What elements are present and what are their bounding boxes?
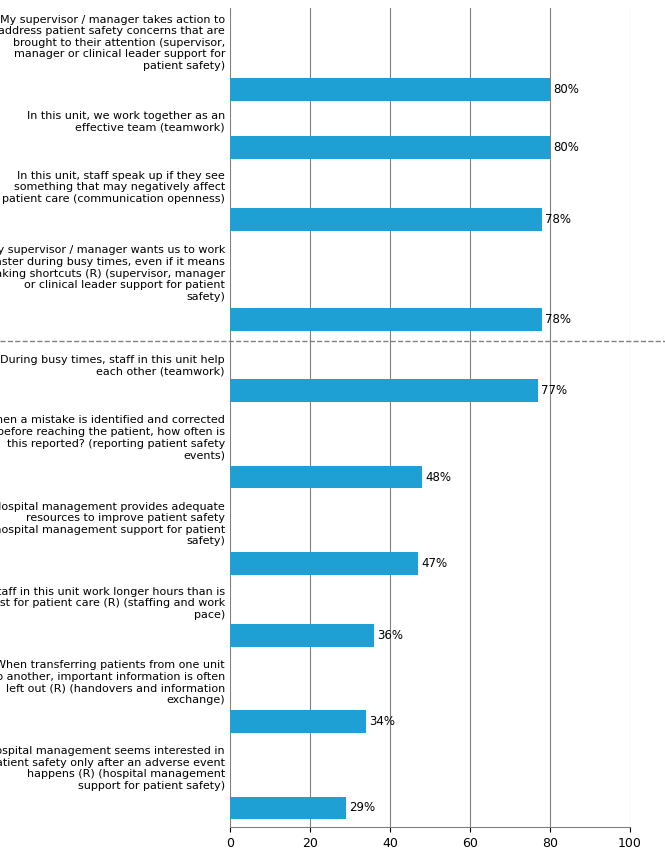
Text: 48%: 48%	[425, 470, 451, 484]
Bar	[230, 208, 542, 231]
Bar	[230, 552, 418, 575]
Text: 80%: 80%	[553, 141, 579, 154]
Text: 36%: 36%	[377, 629, 403, 642]
Text: Staff in this unit work longer hours than is
best for patient care (R) (staffing: Staff in this unit work longer hours tha…	[0, 587, 225, 620]
Text: In this unit, staff speak up if they see
something that may negatively affect
pa: In this unit, staff speak up if they see…	[2, 171, 225, 204]
Text: 78%: 78%	[545, 313, 571, 326]
Bar	[230, 136, 550, 159]
Text: 34%: 34%	[369, 715, 395, 728]
Text: During busy times, staff in this unit help
each other (teamwork): During busy times, staff in this unit he…	[1, 355, 225, 376]
Bar	[230, 711, 366, 734]
Text: My supervisor / manager takes action to
address patient safety concerns that are: My supervisor / manager takes action to …	[0, 14, 225, 71]
Text: In this unit, we work together as an
effective team (teamwork): In this unit, we work together as an eff…	[27, 111, 225, 133]
Text: 77%: 77%	[541, 385, 567, 397]
Text: 47%: 47%	[421, 557, 448, 570]
Text: 78%: 78%	[545, 213, 571, 226]
Bar	[230, 465, 422, 488]
Text: When a mistake is identified and corrected
before reaching the patient, how ofte: When a mistake is identified and correct…	[0, 415, 225, 460]
Text: My supervisor / manager wants us to work
faster during busy times, even if it me: My supervisor / manager wants us to work…	[0, 245, 225, 301]
Bar	[230, 796, 346, 819]
Bar	[230, 624, 374, 647]
Text: Hospital management provides adequate
resources to improve patient safety
(hospi: Hospital management provides adequate re…	[0, 502, 225, 547]
Text: 29%: 29%	[349, 801, 375, 814]
Text: When transferring patients from one unit
to another, important information is of: When transferring patients from one unit…	[0, 660, 225, 705]
Text: 80%: 80%	[553, 82, 579, 96]
Bar	[230, 308, 542, 331]
Bar	[230, 380, 538, 402]
Bar	[230, 78, 550, 100]
Text: Hospital management seems interested in
patient safety only after an adverse eve: Hospital management seems interested in …	[0, 746, 225, 791]
